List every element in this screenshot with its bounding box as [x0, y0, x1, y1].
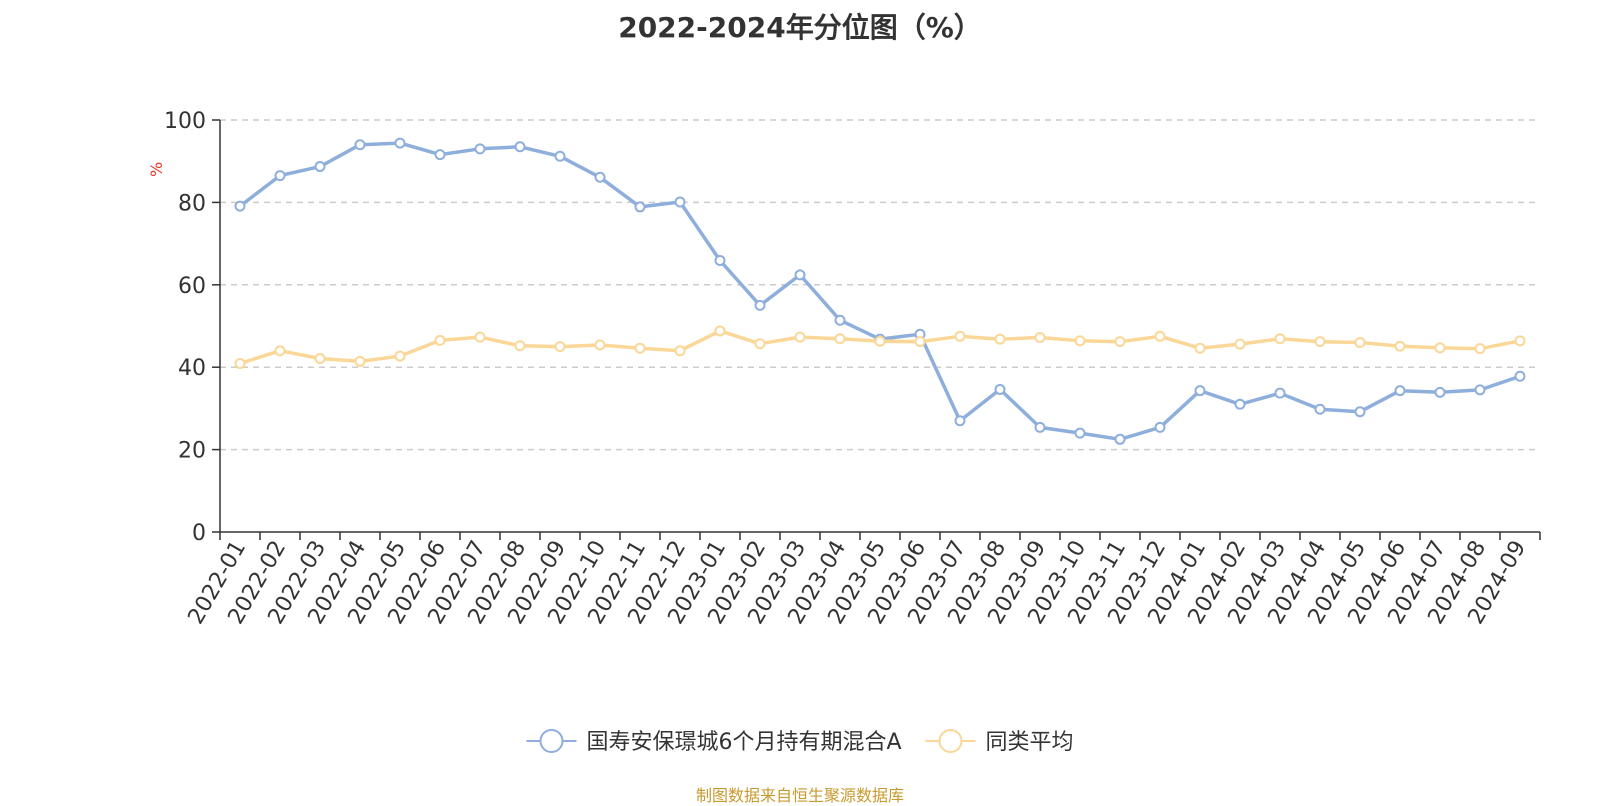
data-point[interactable]: [1114, 433, 1126, 445]
data-point[interactable]: [994, 333, 1006, 345]
data-point[interactable]: [1274, 387, 1286, 399]
data-point[interactable]: [754, 299, 766, 311]
data-point[interactable]: [1194, 385, 1206, 397]
data-point[interactable]: [1034, 332, 1046, 344]
data-point[interactable]: [1434, 386, 1446, 398]
y-tick-label: 60: [178, 274, 206, 299]
data-point[interactable]: [1394, 385, 1406, 397]
data-point[interactable]: [1154, 330, 1166, 342]
data-point[interactable]: [394, 137, 406, 149]
data-point[interactable]: [1114, 336, 1126, 348]
data-point[interactable]: [354, 355, 366, 367]
data-point[interactable]: [834, 314, 846, 326]
legend-label: 同类平均: [986, 730, 1074, 755]
data-point[interactable]: [514, 340, 526, 352]
data-point[interactable]: [354, 139, 366, 151]
data-point[interactable]: [674, 345, 686, 357]
data-point[interactable]: [1354, 406, 1366, 418]
data-point[interactable]: [1034, 421, 1046, 433]
data-point[interactable]: [274, 170, 286, 182]
data-point[interactable]: [634, 342, 646, 354]
data-point[interactable]: [954, 415, 966, 427]
legend-item-1[interactable]: 同类平均: [925, 729, 1074, 755]
data-point[interactable]: [1074, 335, 1086, 347]
data-point[interactable]: [1274, 333, 1286, 345]
data-point[interactable]: [1474, 384, 1486, 396]
data-point[interactable]: [274, 345, 286, 357]
legend-item-0[interactable]: 国寿安保璟城6个月持有期混合A: [526, 729, 902, 755]
data-point[interactable]: [394, 350, 406, 362]
data-point[interactable]: [1234, 338, 1246, 350]
data-point[interactable]: [1514, 335, 1526, 347]
data-point[interactable]: [1074, 427, 1086, 439]
y-axis-label: %: [147, 162, 166, 177]
data-point[interactable]: [1234, 398, 1246, 410]
legend-circle-icon: [938, 729, 963, 753]
data-point[interactable]: [754, 338, 766, 350]
y-tick-label: 0: [192, 521, 206, 546]
data-point[interactable]: [834, 333, 846, 345]
data-point[interactable]: [314, 161, 326, 173]
data-point[interactable]: [714, 254, 726, 266]
data-point[interactable]: [314, 353, 326, 365]
legend-circle-icon: [539, 729, 564, 753]
data-point[interactable]: [434, 149, 446, 161]
data-point[interactable]: [594, 171, 606, 183]
data-point[interactable]: [914, 336, 926, 348]
data-point[interactable]: [434, 334, 446, 346]
data-point[interactable]: [234, 357, 246, 369]
data-point[interactable]: [794, 269, 806, 281]
y-tick-label: 100: [164, 109, 206, 134]
data-point[interactable]: [234, 200, 246, 212]
data-point[interactable]: [714, 325, 726, 337]
data-point[interactable]: [1434, 342, 1446, 354]
data-point[interactable]: [1474, 343, 1486, 355]
data-point[interactable]: [474, 143, 486, 155]
data-point[interactable]: [794, 331, 806, 343]
data-point[interactable]: [474, 331, 486, 343]
legend-label: 国寿安保璟城6个月持有期混合A: [587, 730, 902, 755]
data-point[interactable]: [1194, 342, 1206, 354]
data-point[interactable]: [994, 383, 1006, 395]
data-point[interactable]: [1314, 403, 1326, 415]
series-line-0: [238, 141, 1521, 442]
data-point[interactable]: [554, 150, 566, 162]
y-tick-label: 40: [178, 356, 206, 381]
data-point[interactable]: [554, 341, 566, 353]
data-point[interactable]: [514, 141, 526, 153]
data-point[interactable]: [954, 330, 966, 342]
data-point[interactable]: [1394, 340, 1406, 352]
data-point[interactable]: [594, 339, 606, 351]
data-point[interactable]: [634, 201, 646, 213]
data-point[interactable]: [674, 196, 686, 208]
y-tick-label: 20: [178, 439, 206, 464]
data-source-note: 制图数据来自恒生聚源数据库: [695, 786, 904, 805]
data-point[interactable]: [874, 335, 886, 347]
data-point[interactable]: [1514, 370, 1526, 382]
data-point[interactable]: [1154, 421, 1166, 433]
y-tick-label: 80: [178, 191, 206, 216]
data-point[interactable]: [1354, 336, 1366, 348]
data-point[interactable]: [1314, 336, 1326, 348]
chart-title: 2022-2024年分位图（%）: [618, 11, 982, 44]
